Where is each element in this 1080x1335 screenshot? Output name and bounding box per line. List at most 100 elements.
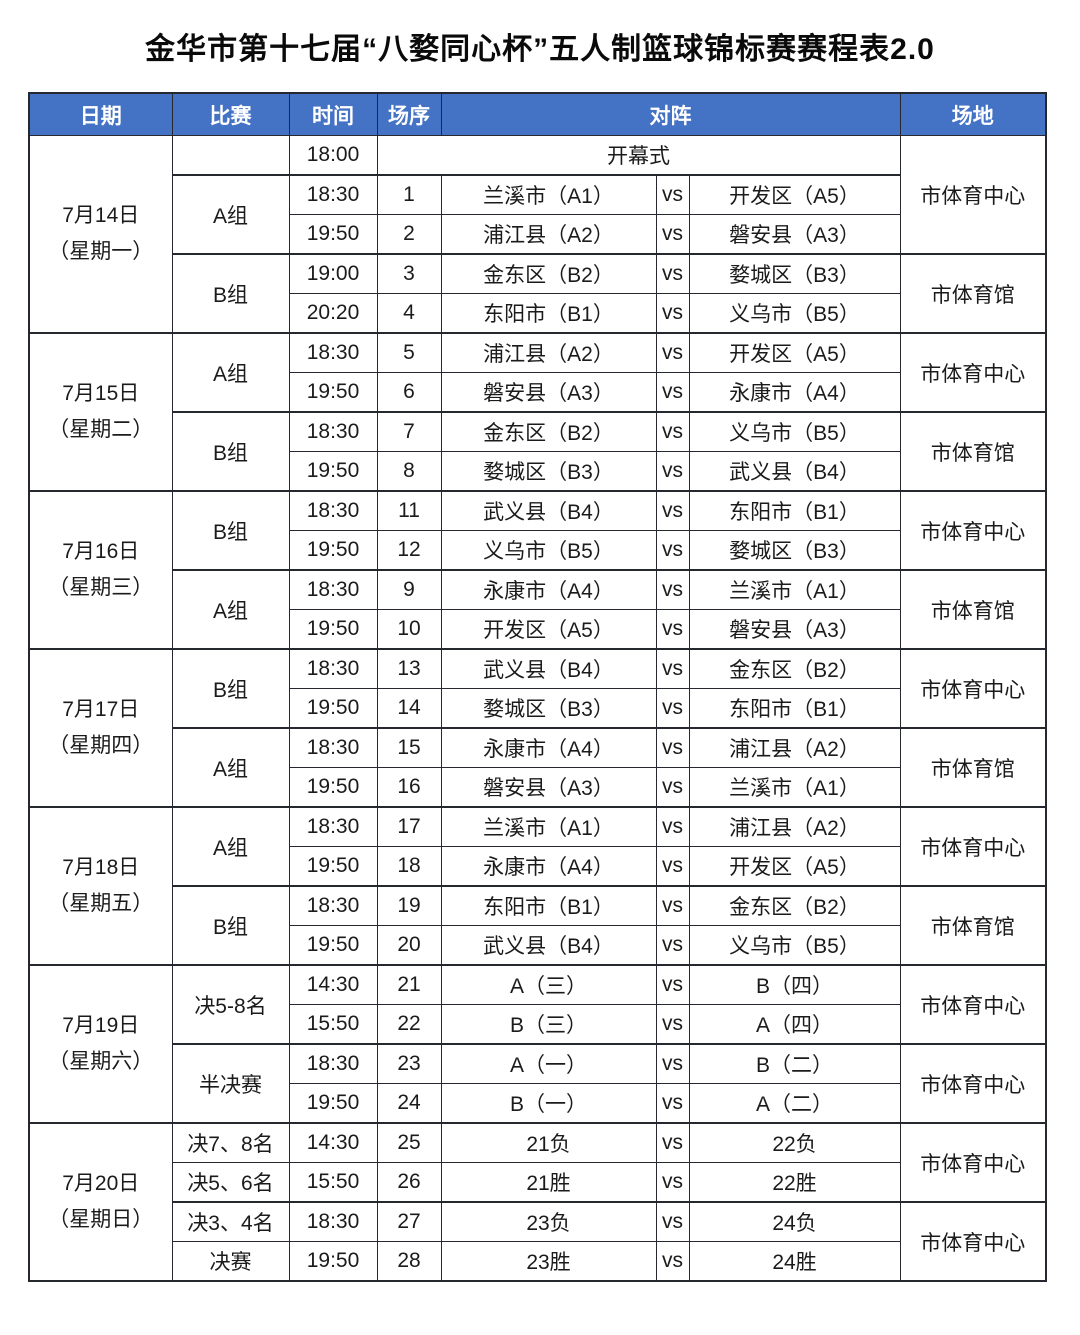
venue-cell: 市体育馆 (899, 411, 1047, 492)
seq-cell: 10 (376, 609, 442, 650)
vs-label: vs (655, 372, 690, 413)
seq-cell: 9 (376, 569, 442, 610)
table-row: 半决赛 18:30 23 A（一） vs B（二） 市体育中心 (29, 1043, 1047, 1124)
team-cell: B（一） (440, 1083, 657, 1124)
venue-cell: 市体育中心 (899, 1201, 1047, 1282)
team-cell: B（四） (688, 964, 901, 1005)
time-cell: 20:20 (288, 293, 378, 334)
vs-label: vs (655, 332, 690, 373)
seq-cell: 2 (376, 214, 442, 255)
time-cell: 19:50 (288, 1083, 378, 1124)
team-cell: 武义县（B4） (440, 490, 657, 531)
team-cell: A（四） (688, 1004, 901, 1045)
seq-cell: 4 (376, 293, 442, 334)
team-cell: 兰溪市（A1） (440, 174, 657, 215)
team-cell: 开发区（A5） (440, 609, 657, 650)
vs-label: vs (655, 1043, 690, 1084)
time-cell: 19:50 (288, 372, 378, 413)
team-cell: 浦江县（A2） (688, 806, 901, 847)
group-cell: 决5-8名 (171, 964, 290, 1045)
seq-cell: 22 (376, 1004, 442, 1045)
vs-label: vs (655, 174, 690, 215)
seq-cell: 13 (376, 648, 442, 689)
time-cell: 18:30 (288, 727, 378, 768)
vs-label: vs (655, 1004, 690, 1045)
team-cell: 东阳市（B1） (440, 293, 657, 334)
venue-cell: 市体育中心 (899, 490, 1047, 571)
team-cell: 婺城区（B3） (688, 530, 901, 571)
vs-label: vs (655, 451, 690, 492)
venue-cell: 市体育馆 (899, 253, 1047, 334)
venue-cell: 市体育中心 (899, 806, 1047, 887)
event-cell: 开幕式 (376, 135, 901, 176)
group-cell: 决7、8名 (171, 1122, 290, 1163)
time-cell: 19:50 (288, 1241, 378, 1282)
vs-label: vs (655, 1162, 690, 1203)
time-cell: 18:30 (288, 411, 378, 452)
team-cell: 浦江县（A2） (688, 727, 901, 768)
date-cell: 7月17日 （星期四） (28, 648, 173, 808)
time-cell: 19:50 (288, 214, 378, 255)
table-row: 19:50 20 武义县（B4） vs 义乌市（B5） (29, 925, 1046, 966)
group-cell: 决赛 (171, 1241, 290, 1282)
seq-cell: 6 (376, 372, 442, 413)
table-row: B组 18:30 7 金东区（B2） vs 义乌市（B5） 市体育馆 (29, 411, 1047, 492)
table-row: 19:50 18 永康市（A4） vs 开发区（A5） (29, 846, 1046, 887)
date-cell: 7月15日 （星期二） (28, 332, 173, 492)
group-cell: B组 (171, 253, 290, 334)
time-cell: 18:30 (288, 174, 378, 215)
seq-cell: 21 (376, 964, 442, 1005)
date-cell: 7月16日 （星期三） (28, 490, 173, 650)
group-cell (171, 135, 290, 176)
vs-label: vs (655, 569, 690, 610)
team-cell: 24胜 (688, 1241, 901, 1282)
team-cell: 义乌市（B5） (688, 925, 901, 966)
venue-cell: 市体育中心 (899, 648, 1047, 729)
seq-cell: 24 (376, 1083, 442, 1124)
table-row: B组 19:00 3 金东区（B2） vs 婺城区（B3） 市体育馆 (29, 253, 1047, 334)
venue-cell: 市体育中心 (899, 1122, 1047, 1203)
header-date: 日期 (28, 92, 173, 136)
group-cell: A组 (171, 806, 290, 887)
time-cell: 18:30 (288, 885, 378, 926)
time-cell: 19:50 (288, 767, 378, 808)
venue-cell: 市体育中心 (899, 1043, 1047, 1124)
seq-cell: 28 (376, 1241, 442, 1282)
vs-label: vs (655, 490, 690, 531)
table-row: 7月14日 （星期一） 18:00 开幕式 市体育中心 (28, 135, 1047, 334)
table-row: 决赛 19:50 28 23胜 vs 24胜 (29, 1241, 1046, 1282)
time-cell: 18:30 (288, 1043, 378, 1084)
team-cell: 武义县（B4） (688, 451, 901, 492)
group-cell: 决5、6名 (171, 1162, 290, 1203)
team-cell: 婺城区（B3） (440, 688, 657, 729)
schedule-table: 日期 比赛 时间 场序 对阵 场地 7月14日 （星期一） 18:00 开幕式 市体育… (28, 92, 1047, 1282)
header-matchup: 对阵 (440, 92, 901, 136)
vs-label: vs (655, 1201, 690, 1242)
team-cell: A（一） (440, 1043, 657, 1084)
vs-label: vs (655, 609, 690, 650)
group-cell: A组 (171, 569, 290, 650)
header-seq: 场序 (376, 92, 442, 136)
header-venue: 场地 (899, 92, 1047, 136)
time-cell: 19:50 (288, 925, 378, 966)
group-cell: B组 (171, 411, 290, 492)
time-cell: 19:50 (288, 451, 378, 492)
vs-label: vs (655, 767, 690, 808)
table-row: 决3、4名 18:30 27 23负 vs 24负 市体育中心 (29, 1201, 1047, 1282)
team-cell: B（三） (440, 1004, 657, 1045)
team-cell: 东阳市（B1） (688, 688, 901, 729)
date-cell: 7月20日 （星期日） (28, 1122, 173, 1282)
vs-label: vs (655, 885, 690, 926)
page-title: 金华市第十七届“八婺同心杯”五人制篮球锦标赛赛程表2.0 (145, 33, 935, 66)
team-cell: 开发区（A5） (688, 332, 901, 373)
vs-label: vs (655, 688, 690, 729)
venue-cell: 市体育中心 (899, 332, 1047, 413)
table-row: A组 18:30 15 永康市（A4） vs 浦江县（A2） 市体育馆 (29, 727, 1047, 808)
date-cell: 7月19日 （星期六） (28, 964, 173, 1124)
team-cell: 永康市（A4） (688, 372, 901, 413)
team-cell: 23胜 (440, 1241, 657, 1282)
team-cell: 磐安县（A3） (440, 372, 657, 413)
vs-label: vs (655, 411, 690, 452)
seq-cell: 11 (376, 490, 442, 531)
seq-cell: 1 (376, 174, 442, 215)
